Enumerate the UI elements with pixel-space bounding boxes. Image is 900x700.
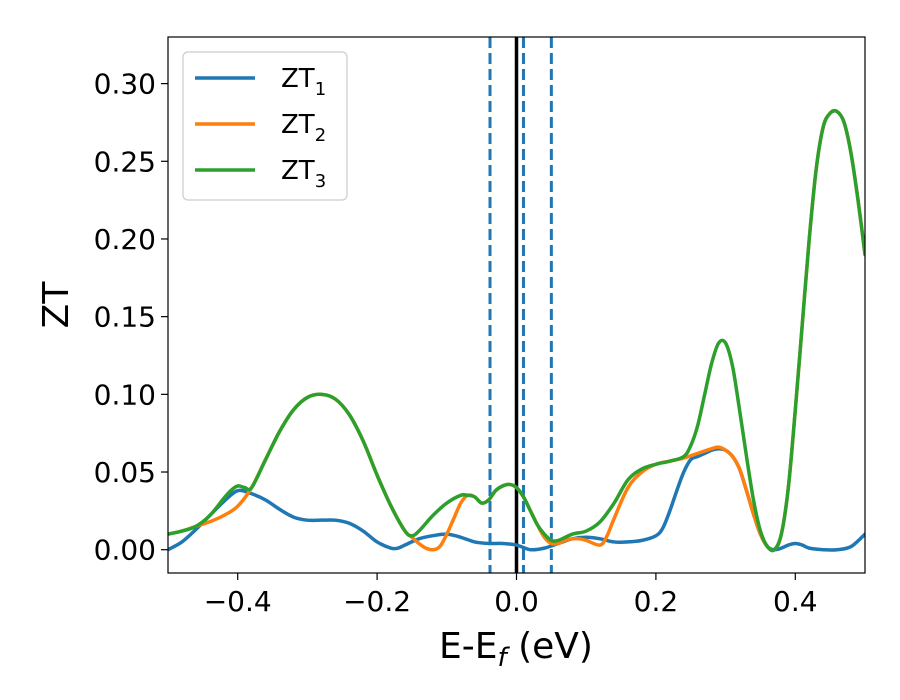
legend-item-zt3: ZT3 [195,156,326,192]
y-tick-label: 0.25 [94,145,156,178]
legend-label: ZT1 [281,64,326,100]
x-tick-label: 0.0 [494,585,539,618]
x-axis-ticks: −0.4 −0.2 0.0 0.2 0.4 [204,573,818,618]
x-axis-label: E-Ef (eV) [439,626,593,673]
legend-label: ZT3 [281,156,326,192]
x-tick-label: 0.2 [634,585,679,618]
y-tick-label: 0.10 [94,378,156,411]
x-tick-label: −0.2 [343,585,411,618]
y-tick-label: 0.05 [94,456,156,489]
series-lines [168,108,865,553]
y-tick-label: 0.00 [94,534,156,567]
y-axis-ticks: 0.00 0.05 0.10 0.15 0.20 0.25 0.30 [94,68,168,567]
x-axis-label-unit: (eV) [507,626,593,667]
legend-item-zt2: ZT2 [195,110,326,146]
legend-item-zt1: ZT1 [195,64,326,100]
y-tick-label: 0.30 [94,68,156,101]
y-tick-label: 0.20 [94,223,156,256]
series-line-zt3 [168,108,865,553]
legend: ZT1 ZT2 ZT3 [182,51,348,201]
x-tick-label: −0.4 [204,585,272,618]
reference-lines [488,37,553,573]
x-axis-label-main: E-E [439,626,497,667]
legend-box [182,51,348,201]
x-tick-label: 0.4 [773,585,818,618]
y-axis-label: ZT [36,281,77,329]
legend-label: ZT2 [281,110,326,146]
y-tick-label: 0.15 [94,301,156,334]
